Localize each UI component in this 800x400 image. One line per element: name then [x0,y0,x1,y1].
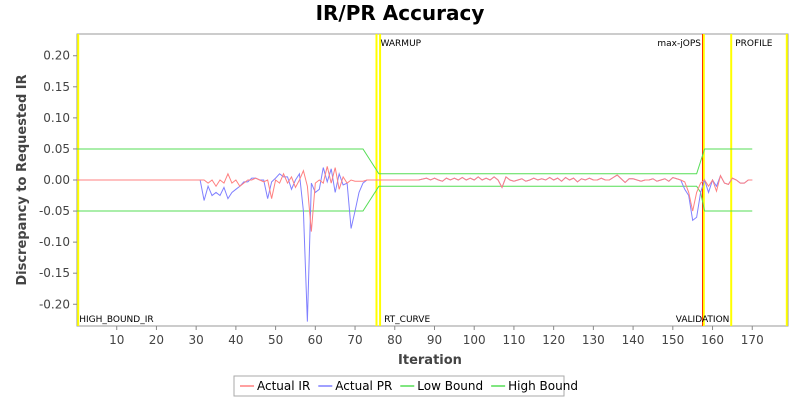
x-tick-label: 80 [387,333,402,347]
x-tick-label: 160 [701,333,724,347]
y-axis-title: Discrepancy to Requested IR [15,74,30,285]
x-tick-label: 30 [189,333,204,347]
marker-label: HIGH_BOUND_IR [79,315,153,325]
x-tick-label: 20 [149,333,164,347]
x-tick-label: 50 [268,333,283,347]
x-tick-label: 140 [622,333,645,347]
y-tick-label: 0.15 [43,80,70,94]
y-tick-label: 0.20 [43,49,70,63]
y-tick-label: 0.10 [43,111,70,125]
y-tick-label: 0.00 [43,173,70,187]
x-tick-label: 70 [347,333,362,347]
legend-label: High Bound [508,379,578,393]
chart-title: IR/PR Accuracy [316,1,485,25]
series-line-actual-ir [77,166,753,232]
marker-label: max-jOPS [657,39,701,49]
x-tick-label: 120 [542,333,565,347]
x-tick-label: 40 [228,333,243,347]
series-line-low-bound [77,185,753,212]
x-tick-label: 10 [109,333,124,347]
x-tick-label: 100 [463,333,486,347]
x-tick-label: 170 [741,333,764,347]
legend-box [233,375,565,397]
series-line-high-bound [77,148,753,175]
marker-labels: HIGH_BOUND_IR WARMUP RT_CURVE max-jOPS VALID… [79,39,773,325]
legend-label: Actual PR [335,379,392,393]
marker-label: WARMUP [380,39,421,49]
legend: Actual IR Actual PR Low Bound High Bound [240,379,578,393]
y-tick-label: -0.10 [39,235,70,249]
x-axis: 10 20 30 40 50 60 70 80 90 100 110 120 130 140 150 160 1… [109,326,764,347]
x-tick-label: 110 [502,333,525,347]
marker-label: PROFILE [735,39,773,49]
y-tick-label: -0.05 [39,204,70,218]
y-tick-label: -0.20 [39,297,70,311]
y-axis: -0.20 -0.15 -0.10 -0.05 0.00 0.05 0.10 0.15 0.20 [39,49,77,311]
x-axis-title: Iteration [398,353,462,368]
x-tick-label: 60 [308,333,323,347]
legend-label: Actual IR [257,379,310,393]
y-tick-label: 0.05 [43,142,70,156]
x-tick-label: 130 [582,333,605,347]
series-lines [77,148,753,322]
x-tick-label: 150 [661,333,684,347]
x-tick-label: 90 [427,333,442,347]
marker-label: VALIDATION [676,315,730,325]
legend-label: Low Bound [417,379,483,393]
y-tick-label: -0.15 [39,266,70,280]
marker-label: RT_CURVE [384,315,430,325]
